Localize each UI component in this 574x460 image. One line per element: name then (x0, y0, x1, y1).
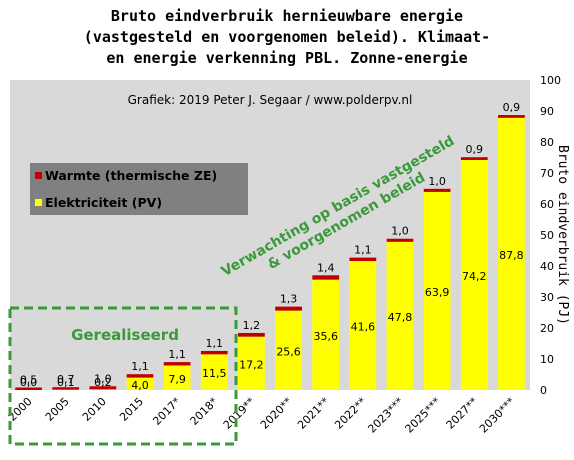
bar-electricity (349, 261, 377, 390)
value-label-heat: 0,9 (503, 101, 521, 114)
value-label-heat: 0,5 (20, 374, 38, 387)
value-label-electricity: 63,9 (425, 286, 450, 299)
x-tick-label: 2017* (150, 395, 183, 428)
value-label-heat: 0,7 (57, 373, 75, 386)
bar-heat (386, 238, 414, 242)
value-label-electricity: 87,8 (499, 249, 524, 262)
value-label-heat: 1,1 (131, 360, 149, 373)
value-label-electricity: 25,6 (276, 345, 301, 358)
chart-credit: Grafiek: 2019 Peter J. Segaar / www.pold… (128, 93, 413, 107)
chart-title-line: Bruto eindverbruik hernieuwbare energie (110, 7, 464, 25)
value-label-electricity: 11,5 (202, 367, 227, 380)
value-label-heat: 1,1 (168, 348, 186, 361)
chart-title: Bruto eindverbruik hernieuwbare energie … (0, 6, 574, 69)
bar-heat (163, 362, 191, 366)
bar-electricity (423, 191, 451, 390)
bar-heat (498, 115, 525, 118)
value-label-electricity: 0,2 (94, 376, 112, 389)
bar-electricity (238, 336, 265, 390)
x-tick-label: 2010 (80, 395, 109, 424)
legend-box (30, 163, 248, 215)
x-tick-label: 2005 (43, 395, 72, 424)
x-tick-label: 2027** (444, 395, 481, 432)
bar-electricity (275, 310, 302, 390)
x-tick-label: 2022** (332, 395, 369, 432)
bar-heat (423, 188, 451, 192)
bar-electricity (89, 389, 117, 390)
bars-group (15, 115, 525, 390)
bar-heat (52, 387, 80, 390)
bar-electricity (498, 117, 525, 390)
x-tick-label: 2020** (258, 395, 295, 432)
y-tick-label: 100 (540, 74, 561, 87)
x-tick-label: 2023*** (365, 395, 406, 436)
bar-heat (126, 374, 154, 378)
value-labels-group: 0,00,5 0,10,7 0,21,04,01,17,91,111,51,117,… (20, 101, 524, 392)
y-tick-label: 30 (540, 291, 554, 304)
y-tick-label: 10 (540, 353, 554, 366)
bar-heat (89, 386, 117, 390)
value-label-heat: 1,0 (94, 372, 112, 385)
x-tick-label: 2030*** (477, 395, 518, 436)
y-tick-label: 40 (540, 260, 554, 273)
y-tick-label: 20 (540, 322, 554, 335)
y-tick-label: 0 (540, 384, 547, 397)
x-tick-label: 2019** (221, 395, 258, 432)
y-tick-label: 60 (540, 198, 554, 211)
value-label-heat: 1,0 (428, 175, 446, 188)
y-tick-label: 50 (540, 229, 554, 242)
x-tick-label: 2015 (117, 395, 146, 424)
x-tick-label: 2025*** (403, 395, 444, 436)
value-label-heat: 1,0 (391, 225, 409, 238)
value-label-electricity: 47,8 (388, 311, 413, 324)
legend-label-heat: Warmte (thermische ZE) (45, 168, 217, 183)
y-axis-label: Bruto eindverbruik (PJ) (555, 145, 570, 325)
x-tick-label: 2021** (295, 395, 332, 432)
bar-electricity (163, 365, 191, 390)
chart-title-line: (vastgesteld en voorgenomen beleid). Kli… (83, 28, 491, 46)
bar-electricity (126, 377, 154, 390)
bar-heat (312, 275, 340, 280)
value-label-electricity: 35,6 (313, 330, 338, 343)
bar-heat (238, 332, 265, 337)
bar-heat (200, 350, 228, 355)
value-label-heat: 1,1 (206, 337, 224, 350)
value-label-electricity: 7,9 (168, 373, 186, 386)
x-tick-labels: 2000 2005 2010 2015 2017* 2018* 2019** 2020** 20… (6, 395, 518, 436)
value-label-heat: 0,9 (466, 143, 484, 156)
value-label-electricity: 0,1 (57, 376, 75, 389)
value-label-heat: 1,2 (243, 319, 261, 332)
value-label-heat: 1,3 (280, 293, 298, 306)
value-label-heat: 1,4 (317, 261, 335, 274)
legend-swatch-electricity (35, 199, 42, 206)
realized-label: Gerealiseerd (71, 326, 179, 344)
value-label-electricity: 17,2 (239, 358, 264, 371)
bar-electricity (386, 241, 414, 390)
y-tick-label: 70 (540, 167, 554, 180)
value-label-electricity: 4,0 (131, 379, 149, 392)
value-label-heat: 1,1 (354, 244, 372, 257)
bar-electricity (460, 159, 488, 390)
value-label-electricity: 41,6 (351, 321, 376, 334)
chart-title-line: en energie verkenning PBL. Zonne-energie (106, 49, 468, 67)
bar-heat (349, 257, 377, 262)
bar-electricity (312, 279, 340, 390)
x-tick-label: 2018* (188, 395, 221, 428)
bar-heat (15, 387, 42, 390)
value-label-electricity: 0,0 (20, 376, 38, 389)
realized-period-box (8, 306, 238, 446)
bar-heat (460, 157, 488, 160)
y-tick-labels: 0 10 20 30 40 50 60 70 80 90 100 (540, 74, 561, 397)
legend-label-electricity: Elektriciteit (PV) (45, 195, 162, 210)
bar-heat (275, 306, 302, 311)
value-label-electricity: 74,2 (462, 270, 487, 283)
y-tick-label: 90 (540, 105, 554, 118)
bar-electricity (200, 354, 228, 390)
y-tick-label: 80 (540, 136, 554, 149)
legend-swatch-heat (35, 172, 42, 179)
